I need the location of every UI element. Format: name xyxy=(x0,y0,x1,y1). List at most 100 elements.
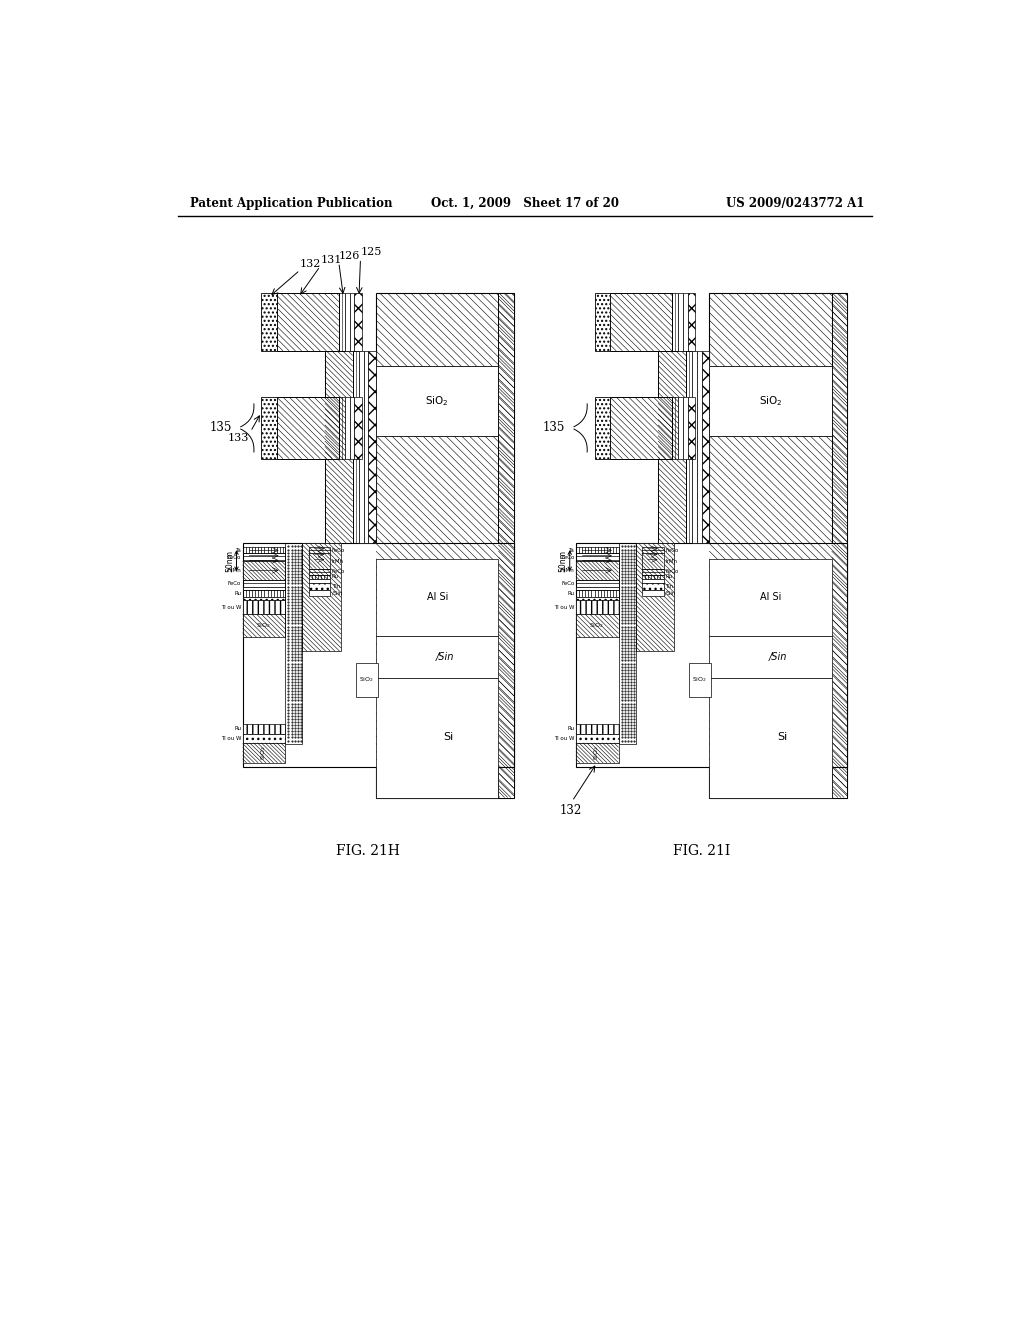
Bar xyxy=(575,725,618,734)
Bar xyxy=(672,293,678,351)
Bar xyxy=(261,397,276,459)
Bar xyxy=(642,590,664,595)
Bar xyxy=(276,293,339,351)
Bar xyxy=(710,367,831,436)
Text: FIG. 21I: FIG. 21I xyxy=(673,843,730,858)
Bar xyxy=(308,590,331,595)
Text: SiO$_2$: SiO$_2$ xyxy=(256,622,271,630)
Bar xyxy=(345,293,349,351)
Bar xyxy=(697,351,701,544)
Bar xyxy=(575,597,618,601)
Bar xyxy=(689,663,711,697)
Text: 131: 131 xyxy=(321,255,342,264)
Text: FeCo: FeCo xyxy=(561,554,574,560)
Bar xyxy=(610,397,672,459)
Text: Ru: Ru xyxy=(234,726,241,731)
Bar xyxy=(359,351,364,544)
Bar xyxy=(618,544,636,743)
Text: SiO$_2$: SiO$_2$ xyxy=(425,395,449,408)
Bar xyxy=(642,548,664,553)
Text: Ta: Ta xyxy=(568,548,574,553)
Text: 135: 135 xyxy=(210,421,231,434)
Text: Al Si: Al Si xyxy=(427,593,447,602)
Bar xyxy=(678,397,683,459)
Bar xyxy=(376,636,499,678)
Bar xyxy=(243,561,286,581)
Text: FeCo: FeCo xyxy=(332,569,345,574)
Bar xyxy=(683,293,687,351)
Bar xyxy=(243,553,286,561)
Bar xyxy=(701,351,710,544)
Bar xyxy=(575,614,618,638)
Bar xyxy=(325,351,352,544)
Bar xyxy=(243,544,514,767)
Bar xyxy=(376,367,499,436)
Text: Si: Si xyxy=(777,733,787,742)
Text: SiO$_2$: SiO$_2$ xyxy=(359,676,374,684)
Text: SiO$_2$: SiO$_2$ xyxy=(759,395,782,408)
Text: FIG. 21H: FIG. 21H xyxy=(336,843,400,858)
Bar xyxy=(369,351,376,544)
Text: Ru: Ru xyxy=(234,591,241,595)
Text: Oct. 1, 2009   Sheet 17 of 20: Oct. 1, 2009 Sheet 17 of 20 xyxy=(431,197,618,210)
Text: Ti ou W: Ti ou W xyxy=(554,605,574,610)
Text: Ti ou W: Ti ou W xyxy=(554,735,574,741)
Text: IrMn: IrMn xyxy=(665,558,677,564)
Text: 50nm: 50nm xyxy=(558,549,567,572)
Bar xyxy=(686,351,692,544)
Text: 132: 132 xyxy=(559,804,582,817)
Bar xyxy=(499,293,514,797)
Text: FeCo: FeCo xyxy=(665,548,679,553)
Bar xyxy=(276,397,339,459)
Text: Ru: Ru xyxy=(665,574,672,579)
Bar xyxy=(687,397,695,459)
Bar xyxy=(243,725,286,734)
Bar xyxy=(595,293,610,351)
Text: /Sin: /Sin xyxy=(332,590,342,595)
Text: Ru: Ru xyxy=(567,726,574,731)
Text: Ru: Ru xyxy=(567,591,574,595)
Text: 126: 126 xyxy=(339,251,360,261)
Bar xyxy=(339,293,345,351)
Bar xyxy=(286,544,302,743)
Bar xyxy=(308,576,331,578)
Text: Patent Application Publication: Patent Application Publication xyxy=(190,197,392,210)
Bar xyxy=(710,636,831,678)
Text: /Sin: /Sin xyxy=(769,652,787,661)
Text: IrMn: IrMn xyxy=(332,558,344,564)
Bar xyxy=(349,293,354,351)
Bar xyxy=(302,544,341,651)
Text: Ti ou W: Ti ou W xyxy=(220,735,241,741)
Text: SiO$_2$: SiO$_2$ xyxy=(590,622,604,630)
Bar xyxy=(575,586,618,590)
Bar xyxy=(308,569,331,576)
Bar xyxy=(243,734,286,743)
Bar xyxy=(243,743,286,763)
Text: Ru: Ru xyxy=(332,574,339,579)
Text: 135: 135 xyxy=(543,421,565,434)
Bar xyxy=(376,293,514,797)
Bar xyxy=(683,397,687,459)
Bar xyxy=(595,397,610,459)
Bar xyxy=(642,578,664,583)
Bar xyxy=(575,544,847,767)
Text: Tin: Tin xyxy=(332,583,340,589)
Bar xyxy=(710,293,847,797)
Bar xyxy=(687,293,695,351)
Bar xyxy=(642,569,664,576)
Text: FeCo: FeCo xyxy=(227,554,241,560)
Bar xyxy=(642,583,664,590)
Bar xyxy=(610,293,672,351)
Bar xyxy=(692,351,697,544)
Text: NiMn: NiMn xyxy=(561,568,574,573)
Bar xyxy=(243,614,286,638)
Bar xyxy=(354,293,362,351)
Bar xyxy=(243,581,286,586)
Text: /Sin: /Sin xyxy=(436,652,455,661)
Bar xyxy=(243,586,286,590)
Text: SiO$_2$: SiO$_2$ xyxy=(593,746,601,760)
Bar xyxy=(354,397,362,459)
Bar xyxy=(376,558,499,636)
Bar xyxy=(345,397,349,459)
Text: NiMn: NiMn xyxy=(227,568,241,573)
